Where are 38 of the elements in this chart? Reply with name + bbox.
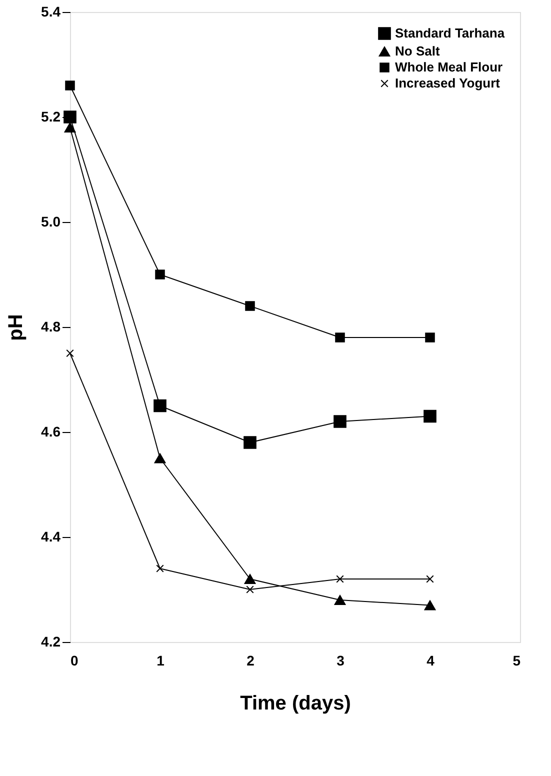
point: [245, 301, 255, 311]
x-tick-label: 1: [156, 652, 165, 668]
point: [426, 575, 434, 583]
point: [336, 575, 344, 583]
point: [156, 564, 164, 572]
x-tick-label: 2: [246, 652, 255, 668]
x-tick-label: 0: [70, 652, 78, 668]
y-tick-label: 5.0: [41, 214, 61, 230]
point: [65, 80, 75, 90]
legend-label: Whole Meal Flour: [395, 60, 503, 74]
point: [424, 600, 436, 610]
point: [64, 122, 76, 133]
point: [424, 410, 436, 423]
legend-label: No Salt: [395, 44, 440, 58]
x-tick-label: 5: [512, 652, 521, 668]
y-tick-label: 5.2: [41, 108, 61, 124]
point: [66, 349, 74, 358]
y-tick-label: 5.4: [41, 4, 61, 20]
y-tick-label: 4.2: [41, 634, 61, 650]
legend-label: Increased Yogurt: [395, 76, 501, 90]
x-tick-label: 4: [426, 652, 435, 668]
point: [335, 332, 345, 342]
x-tick-label: 3: [336, 652, 345, 668]
y-axis-title: pH: [5, 314, 28, 341]
y-tick-label: 4.8: [41, 318, 61, 334]
point: [155, 270, 165, 280]
point: [154, 453, 166, 464]
point: [246, 586, 254, 594]
point: [244, 574, 256, 584]
point: [334, 415, 346, 428]
point: [425, 332, 435, 342]
point: [154, 399, 166, 412]
point: [334, 594, 346, 606]
point: [244, 436, 256, 449]
y-tick-label: 4.6: [41, 424, 61, 440]
x-axis-title: Time (days): [240, 692, 351, 714]
legend-label: Standard Tarhana: [395, 26, 506, 40]
y-tick-label: 4.4: [41, 528, 61, 544]
